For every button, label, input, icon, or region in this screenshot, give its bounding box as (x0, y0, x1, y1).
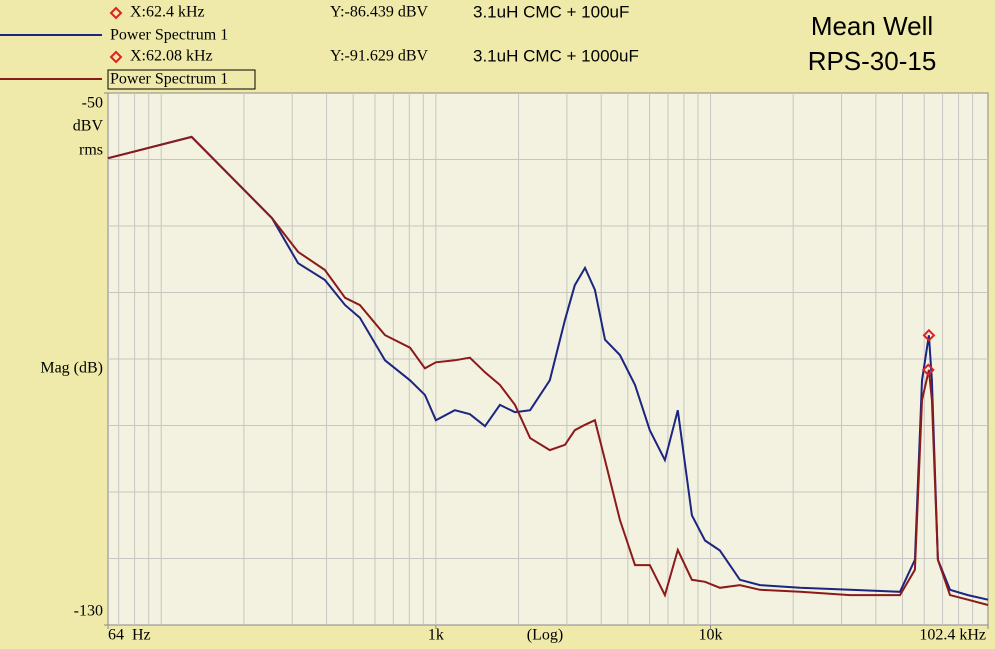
legend-marker (109, 50, 123, 64)
marker-y-label: Y:-91.629 dBV (330, 48, 429, 65)
y-tick-label: -130 (74, 603, 103, 620)
chart-title: RPS-30-15 (808, 46, 937, 76)
y-axis-label: Mag (dB) (40, 360, 103, 377)
marker (921, 363, 935, 377)
marker-x-label: X:62.4 kHz (130, 4, 205, 21)
x-tick-label: 1k (428, 627, 444, 644)
marker-y-label: Y:-86.439 dBV (330, 4, 429, 21)
chart-title: Mean Well (811, 11, 933, 41)
series-line (107, 135, 989, 601)
series-note: 3.1uH CMC + 100uF (473, 2, 629, 21)
y-unit: rms (79, 142, 103, 159)
y-unit: dBV (73, 118, 104, 135)
x-tick-label: 64 Hz (108, 627, 151, 644)
series-note: 3.1uH CMC + 1000uF (473, 46, 639, 65)
legend-label: Power Spectrum 1 (110, 27, 228, 44)
marker (922, 328, 936, 342)
x-tick-label: 10k (699, 627, 723, 644)
legend-box (107, 69, 256, 90)
x-tick-label: 102.4 kHz (919, 627, 986, 644)
legend-marker (109, 6, 123, 20)
marker-x-label: X:62.08 kHz (130, 48, 213, 65)
y-tick-label: -50 (82, 95, 103, 112)
legend-label: Power Spectrum 1 (110, 71, 228, 88)
x-axis-label: (Log) (527, 627, 563, 644)
series-line (107, 135, 989, 606)
